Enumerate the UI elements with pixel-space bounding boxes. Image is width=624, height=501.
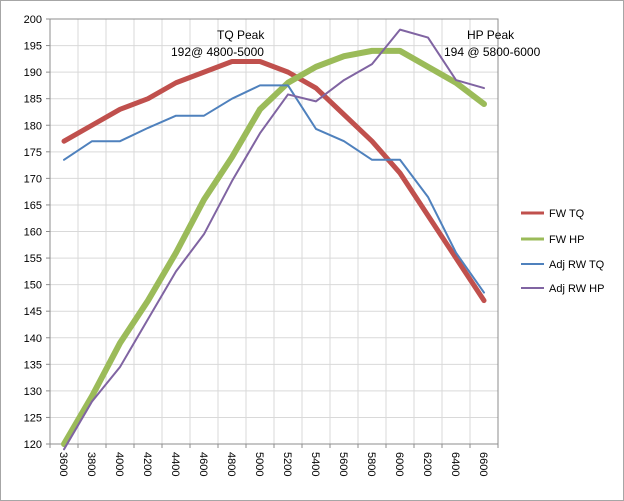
y-tick-label: 145 — [24, 306, 42, 318]
y-tick-label: 180 — [24, 120, 42, 132]
x-axis-ticks: 3600 3800 4000 4200 4400 4600 4800 5000 5200 5400… — [49, 444, 499, 476]
x-tick-label: 5800 — [365, 452, 377, 476]
y-tick-label: 150 — [24, 280, 42, 292]
y-tick-label: 160 — [24, 227, 42, 239]
annotation-hp-peak-title: HP Peak — [467, 28, 515, 42]
legend-label: Adj RW HP — [549, 283, 604, 295]
y-tick-label: 135 — [24, 359, 42, 371]
x-tick-label: 4000 — [113, 452, 125, 476]
y-tick-label: 155 — [24, 253, 42, 265]
x-tick-label: 3800 — [85, 452, 97, 476]
x-tick-label: 4400 — [169, 452, 181, 476]
y-tick-label: 185 — [24, 94, 42, 106]
gridlines — [50, 18, 498, 445]
series-line-adj-rw-hp — [63, 28, 485, 451]
x-tick-label: 3600 — [57, 452, 69, 476]
series-line-adj-rw-tq — [63, 84, 485, 294]
legend-label: FW HP — [549, 234, 584, 246]
y-tick-label: 190 — [24, 67, 42, 79]
y-tick-label: 125 — [24, 412, 42, 424]
annotation-tq-peak-title: TQ Peak — [217, 28, 265, 42]
legend-label: Adj RW TQ — [549, 259, 605, 271]
x-tick-label: 4600 — [197, 452, 209, 476]
x-tick-label: 6000 — [393, 452, 405, 476]
annotation-hp-peak-value: 194 @ 5800-6000 — [444, 45, 541, 59]
x-tick-label: 6200 — [421, 452, 433, 476]
x-tick-label: 4800 — [225, 452, 237, 476]
y-tick-label: 170 — [24, 173, 42, 185]
x-tick-label: 6400 — [449, 452, 461, 476]
series-line-fw-tq — [61, 59, 487, 304]
series-line-fw-hp — [61, 47, 487, 447]
x-tick-label: 4200 — [141, 452, 153, 476]
x-tick-label: 5400 — [309, 452, 321, 476]
x-tick-label: 5600 — [337, 452, 349, 476]
legend-label: FW TQ — [549, 208, 585, 220]
y-tick-label: 130 — [24, 386, 42, 398]
x-tick-label: 5200 — [281, 452, 293, 476]
y-tick-label: 120 — [24, 439, 42, 451]
y-tick-label: 140 — [24, 333, 42, 345]
annotation-tq-peak-value: 192@ 4800-5000 — [171, 45, 264, 59]
y-tick-label: 175 — [24, 147, 42, 159]
annotations: TQ Peak 192@ 4800-5000 HP Peak 194 @ 580… — [171, 28, 541, 59]
x-tick-label: 5000 — [253, 452, 265, 476]
y-tick-label: 200 — [24, 14, 42, 26]
legend: FW TQ FW HP Adj RW TQ Adj RW HP — [521, 208, 605, 295]
y-tick-label: 165 — [24, 200, 42, 212]
y-axis-ticks: 120 125 130 135 140 145 150 155 160 165 170 175 180 1… — [24, 14, 50, 451]
series-lines — [61, 28, 487, 451]
x-tick-label: 6600 — [477, 452, 489, 476]
y-tick-label: 195 — [24, 41, 42, 53]
